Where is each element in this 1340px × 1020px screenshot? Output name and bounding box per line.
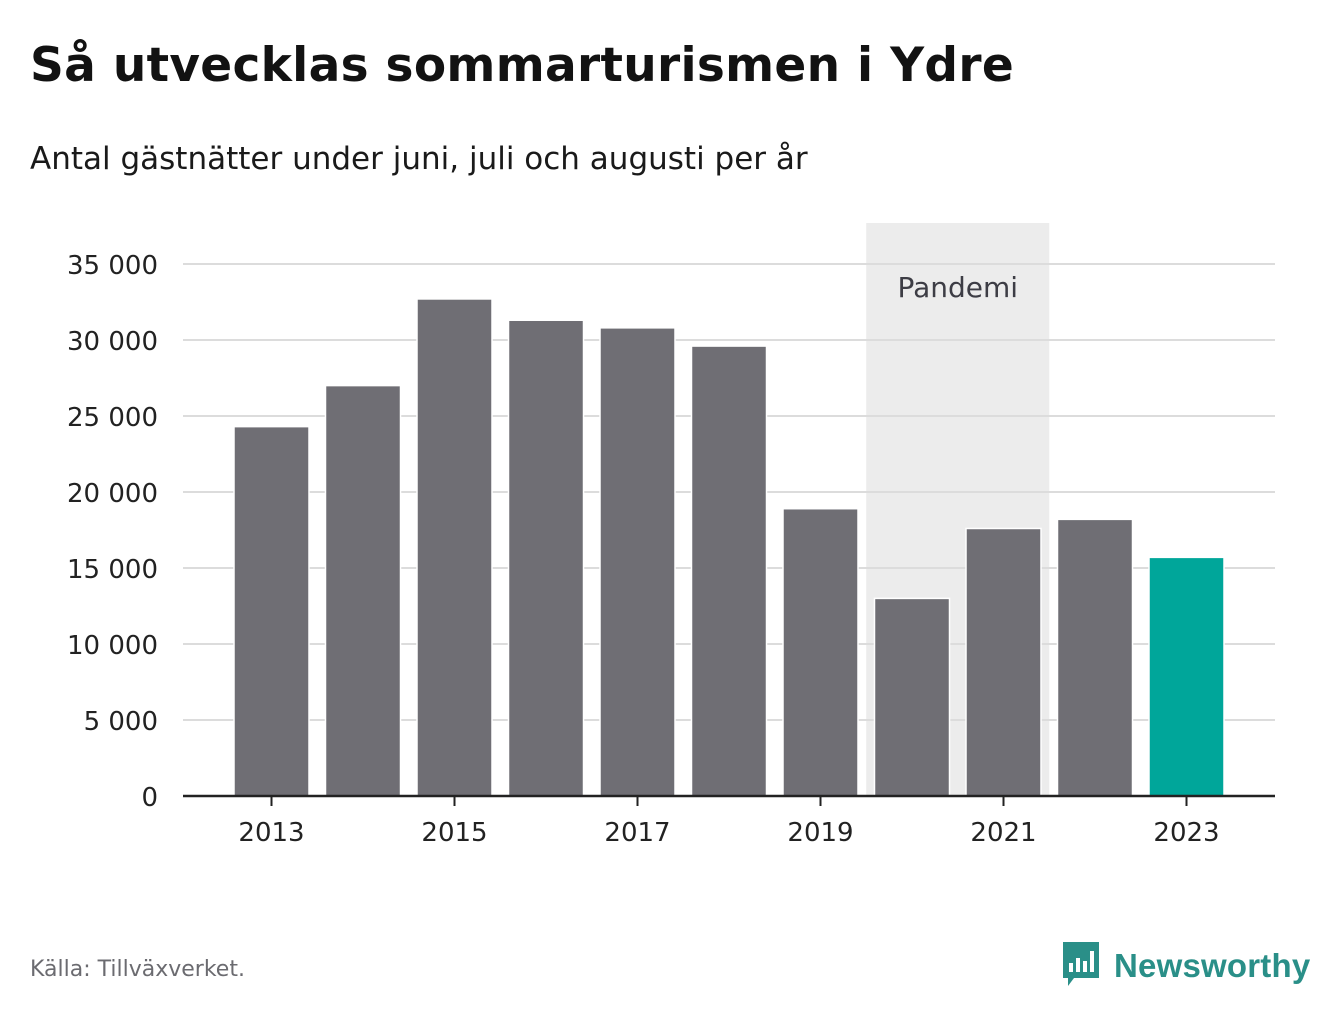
brand-name: Newsworthy [1114, 947, 1311, 984]
x-tick-label: 2017 [604, 818, 670, 848]
chart-title: Så utvecklas sommarturismen i Ydre [30, 38, 1015, 93]
annotation-label: Pandemi [897, 271, 1018, 304]
bar [873, 597, 951, 797]
brand-logo[interactable]: Newsworthy [1060, 940, 1310, 992]
bar [416, 298, 493, 797]
bar [782, 507, 859, 797]
chart-subtitle: Antal gästnätter under juni, juli och au… [30, 141, 808, 177]
bar [324, 384, 402, 797]
x-tick-label: 2019 [787, 818, 853, 848]
y-tick-label: 5 000 [84, 707, 158, 737]
x-tick-label: 2015 [421, 818, 487, 848]
y-tick-label: 30 000 [67, 327, 158, 357]
bar-layer [233, 298, 1225, 797]
y-tick-label: 15 000 [67, 555, 158, 585]
bar [233, 425, 310, 797]
x-tick-label: 2013 [238, 818, 304, 848]
bar [965, 527, 1042, 797]
y-tick-label: 0 [141, 783, 158, 813]
bar [1056, 518, 1134, 797]
bar [690, 345, 768, 797]
x-tick-label: 2021 [970, 818, 1036, 848]
bar [599, 327, 676, 797]
bar [507, 319, 585, 797]
bar [1148, 556, 1225, 797]
newsworthy-logo-icon [1060, 939, 1102, 993]
y-tick-label: 35 000 [67, 251, 158, 281]
x-tick-label: 2023 [1153, 818, 1219, 848]
y-tick-label: 20 000 [67, 479, 158, 509]
source-note: Källa: Tillväxverket. [30, 957, 245, 982]
y-tick-label: 25 000 [67, 403, 158, 433]
y-tick-label: 10 000 [67, 631, 158, 661]
axis-layer: 0 5 000 10 000 15 000 20 000 25 000 30 000 35 0… [67, 251, 1275, 848]
